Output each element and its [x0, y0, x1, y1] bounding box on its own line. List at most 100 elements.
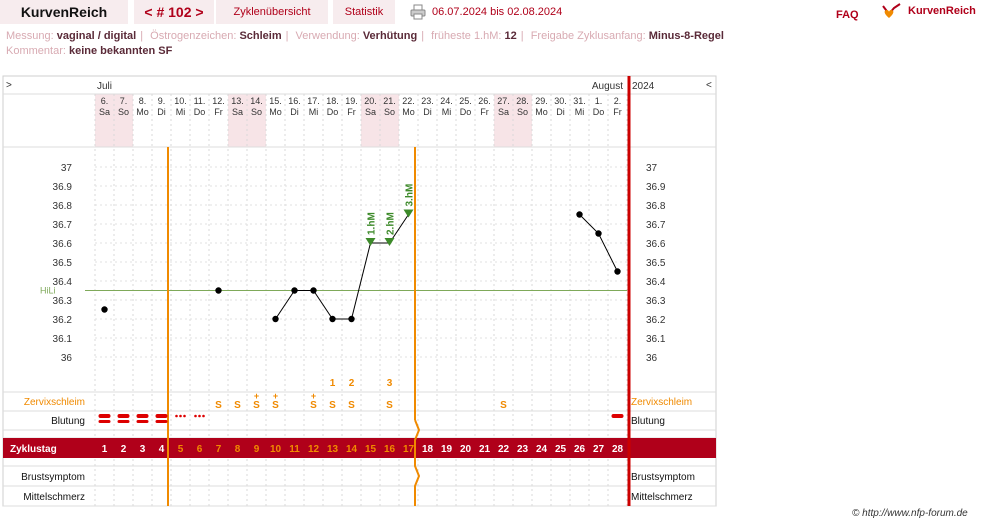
weekend-shade: [114, 94, 133, 147]
date-label: 11.: [194, 96, 206, 106]
bleeding-light-dot: [202, 414, 205, 418]
faq-link[interactable]: FAQ: [836, 9, 859, 21]
weekday-label: Di: [157, 107, 166, 117]
date-label: 12.: [212, 96, 225, 106]
bleeding-light-dot: [175, 414, 178, 418]
weekday-label: So: [118, 107, 129, 117]
date-label: 8.: [139, 96, 147, 106]
cervix-plus: +: [254, 391, 259, 401]
temperature-point: [310, 287, 317, 294]
month-right: August: [592, 81, 623, 92]
cycleday-number: 5: [178, 444, 184, 455]
month-left: Juli: [97, 81, 112, 92]
weekday-label: Do: [593, 107, 605, 117]
cycleday-number: 6: [197, 444, 203, 455]
cycle-navigation[interactable]: < # 102 >: [134, 0, 214, 24]
bleeding-heavy-2: [98, 420, 111, 423]
comment-value: keine bekannten SF: [68, 45, 173, 57]
weekday-label: Mo: [402, 107, 415, 117]
midcycle-label-right: Mittelschmerz: [631, 492, 693, 503]
cervix-mark: S: [500, 400, 507, 411]
weekday-label: Di: [423, 107, 432, 117]
messung-label: Messung:: [6, 30, 54, 42]
weekend-shade: [228, 94, 247, 147]
date-label: 26.: [478, 96, 491, 106]
cycleday-number: 13: [327, 444, 339, 455]
weekend-shade: [247, 94, 266, 147]
cycleday-number: 7: [216, 444, 222, 455]
tab-statistics[interactable]: Statistik: [333, 0, 395, 24]
cycleday-number: 14: [346, 444, 358, 455]
cycleday-number: 9: [254, 444, 260, 455]
weekend-shade: [361, 94, 380, 147]
bleeding-heavy: [117, 414, 130, 418]
cycleday-number: 16: [384, 444, 396, 455]
y-tick-right: 36.3: [646, 296, 666, 307]
verwendung-label: Verwendung:: [295, 30, 360, 42]
weekend-shade: [513, 94, 532, 147]
date-label: 23.: [421, 96, 434, 106]
bleeding-heavy-2: [117, 420, 130, 423]
date-label: 6.: [101, 96, 109, 106]
peak-count: 2: [349, 378, 355, 389]
chest-label-right: Brustsymptom: [631, 472, 695, 483]
weekday-label: Sa: [365, 107, 376, 117]
fertile-end-line-lower: [414, 419, 421, 506]
y-tick-left: 36.5: [53, 258, 73, 269]
y-tick-left: 36.4: [53, 277, 73, 288]
y-tick-right: 36.4: [646, 277, 666, 288]
peak-count: 3: [387, 378, 393, 389]
cycleday-number: 17: [403, 444, 415, 455]
cycleday-number: 27: [593, 444, 605, 455]
y-tick-right: 36.8: [646, 201, 666, 212]
y-tick-left: 36: [61, 353, 73, 364]
date-label: 13.: [231, 96, 244, 106]
date-label: 1.: [595, 96, 603, 106]
cervix-mark: S: [253, 400, 260, 411]
date-label: 16.: [288, 96, 301, 106]
release-value: Minus-8-Regel: [648, 30, 724, 42]
cycleday-number: 4: [159, 444, 165, 455]
weekday-label: So: [384, 107, 395, 117]
info-row-2: Kommentar: keine bekannten SF: [6, 45, 172, 57]
credit: © http://www.nfp-forum.de: [852, 508, 968, 519]
y-tick-right: 36.6: [646, 239, 666, 250]
weekday-label: Sa: [498, 107, 509, 117]
weekday-label: Mo: [136, 107, 149, 117]
bleeding-heavy: [98, 414, 111, 418]
bleeding-light-dot: [194, 414, 197, 418]
weekday-label: Mi: [442, 107, 452, 117]
comment-label: Kommentar:: [6, 45, 66, 57]
tab-cycle-overview[interactable]: Zyklenübersicht: [216, 0, 328, 24]
year-label: 2024: [632, 81, 655, 92]
bleeding-light-dot: [183, 414, 186, 418]
cervix-plus: +: [273, 391, 278, 401]
app-title: KurvenReich: [0, 0, 128, 24]
date-label: 19.: [345, 96, 358, 106]
high-measurement-label: 1.hM: [367, 212, 378, 235]
date-label: 30.: [554, 96, 567, 106]
y-tick-left: 37: [61, 163, 73, 174]
cycleday-number: 25: [555, 444, 567, 455]
y-tick-right: 37: [646, 163, 658, 174]
weekday-label: Fr: [480, 107, 489, 117]
nav-left: >: [6, 80, 12, 91]
verwendung-value: Verhütung: [362, 30, 418, 42]
logo[interactable]: KurvenReich: [880, 2, 976, 22]
weekday-label: Fr: [613, 107, 622, 117]
bleeding-heavy-2: [136, 420, 149, 423]
y-tick-right: 36: [646, 353, 658, 364]
y-tick-left: 36.7: [53, 220, 73, 231]
y-tick-right: 36.7: [646, 220, 666, 231]
cervix-mark: S: [386, 400, 393, 411]
printer-icon[interactable]: [410, 4, 426, 20]
cycleday-number: 8: [235, 444, 241, 455]
cervix-row-label-right: Zervixschleim: [631, 397, 692, 408]
weekday-label: Mo: [269, 107, 282, 117]
weekday-label: So: [251, 107, 262, 117]
y-tick-left: 36.3: [53, 296, 73, 307]
cycleday-number: 20: [460, 444, 472, 455]
messung-value: vaginal / digital: [56, 30, 137, 42]
date-label: 20.: [364, 96, 377, 106]
